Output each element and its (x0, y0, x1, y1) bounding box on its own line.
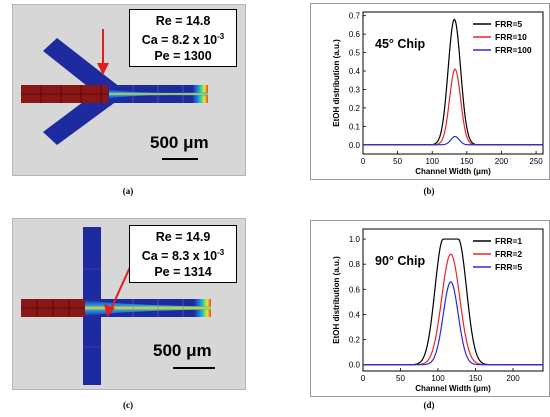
y-axis-label: EtOH distribution (a.u.) (332, 256, 341, 344)
legend-label: FRR=5 (495, 19, 522, 29)
y-tick-label: 0.3 (349, 85, 361, 94)
y-tick-label: 0.2 (349, 104, 361, 113)
y-tick-label: 0.4 (349, 310, 361, 319)
legend-label: FRR=5 (495, 262, 522, 272)
y-tick-label: 0.0 (349, 141, 361, 150)
y-tick-label: 0.6 (349, 30, 361, 39)
scale-bar-c (173, 367, 215, 369)
chart-title: 45° Chip (375, 37, 426, 51)
x-tick-label: 50 (393, 157, 402, 166)
chart-panel-d: 0 50 100 150 200 0.0 0.2 0.4 0.6 0.8 1.0 Channel Wi… (310, 220, 550, 397)
legend-label: FRR=1 (495, 236, 522, 246)
legend-label: FRR=100 (495, 45, 532, 55)
legend-label: FRR=2 (495, 249, 522, 259)
simulation-image-c: Re = 14.9 Ca = 8.3 x 10-3 Pe = 1314 500 … (12, 218, 246, 390)
caption-a: (a) (122, 186, 134, 196)
flow-arrow-icon (97, 29, 109, 75)
peclet-number: Pe = 1300 (154, 49, 212, 64)
reynolds-number: Re = 14.9 (155, 230, 211, 244)
y-tick-label: 1.0 (349, 235, 361, 244)
x-axis-label: Channel Width (μm) (415, 167, 491, 176)
x-tick-label: 50 (396, 374, 405, 383)
y-tick-label: 0.2 (349, 336, 361, 345)
plot-frame (362, 11, 544, 155)
caption-d: (d) (423, 400, 435, 410)
x-tick-label: 150 (469, 374, 483, 383)
peclet-number: Pe = 1314 (154, 265, 212, 280)
caption-c: (c) (123, 400, 133, 410)
y-tick-label: 0.0 (349, 361, 361, 370)
scale-bar-label-a: 500 μm (150, 133, 209, 152)
y-tick-label: 0.8 (349, 260, 361, 269)
y-tick-label: 0.1 (349, 122, 361, 131)
series-line-frr-5 (363, 281, 543, 366)
legend-label: FRR=10 (495, 32, 527, 42)
chip-90-geometry (21, 227, 211, 385)
chart-title: 90° Chip (375, 254, 426, 268)
capillary-number: Ca = 8.3 x 10-3 (141, 248, 225, 264)
simulation-image-a: Re = 14.8 Ca = 8.2 x 10-3 Pe = 1300 500 … (12, 4, 246, 176)
x-tick-label: 100 (426, 157, 440, 166)
scale-bar-label-c: 500 μm (153, 341, 212, 360)
capillary-number: Ca = 8.2 x 10-3 (141, 32, 225, 48)
reynolds-number: Re = 14.8 (155, 14, 211, 28)
chart-b: 0 50 100 150 200 250 0.0 0.1 0.2 0.3 0.4 0.5 0.6 0.7 C… (332, 11, 544, 176)
y-tick-label: 0.5 (349, 49, 361, 58)
caption-b: (b) (423, 186, 435, 196)
x-tick-label: 250 (529, 157, 543, 166)
y-tick-label: 0.7 (349, 12, 361, 21)
x-tick-label: 100 (431, 374, 445, 383)
y-tick-label: 0.4 (349, 67, 361, 76)
x-tick-label: 200 (506, 374, 520, 383)
chip-45-geometry (21, 38, 208, 145)
x-tick-label: 200 (495, 157, 509, 166)
plot-frame (362, 228, 544, 372)
series-line-frr-100 (363, 135, 543, 146)
x-tick-label: 0 (361, 157, 366, 166)
chart-panel-b: 0 50 100 150 200 250 0.0 0.1 0.2 0.3 0.4 0.5 0.6 0.7 C… (310, 3, 550, 180)
y-axis-label: EtOH distribution (a.u.) (332, 39, 341, 127)
y-tick-label: 0.6 (349, 285, 361, 294)
series-line-frr-10 (363, 68, 543, 146)
x-tick-label: 0 (361, 374, 366, 383)
parameters-box-a: Re = 14.8 Ca = 8.2 x 10-3 Pe = 1300 (129, 9, 237, 67)
chart-d: 0 50 100 150 200 0.0 0.2 0.4 0.6 0.8 1.0 Channel Wi… (332, 228, 544, 393)
x-axis-label: Channel Width (μm) (415, 384, 491, 393)
x-tick-label: 150 (460, 157, 474, 166)
scale-bar-a (162, 158, 198, 160)
parameters-box-c: Re = 14.9 Ca = 8.3 x 10-3 Pe = 1314 (129, 225, 237, 283)
flow-arrow-icon (104, 264, 132, 317)
